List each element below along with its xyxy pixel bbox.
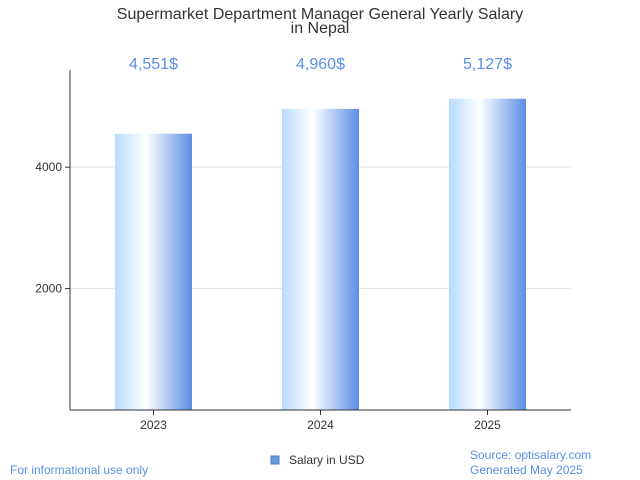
x-axis-ticks: 2023 2024 2025: [140, 410, 501, 432]
generated-date-text: Generated May 2025: [470, 463, 583, 477]
bar-2024[interactable]: [282, 108, 359, 410]
x-tick-label-2025: 2025: [474, 418, 501, 432]
legend-label: Salary in USD: [289, 453, 365, 467]
data-labels: 4,551$ 4,960$ 5,127$: [129, 56, 512, 73]
chart-title-line-2: in Nepal: [291, 20, 350, 37]
chart-title-line-1: Supermarket Department Manager General Y…: [117, 6, 523, 23]
bar-2025[interactable]: [449, 98, 526, 410]
y-tick-label: 2000: [35, 282, 62, 296]
data-label-2023: 4,551$: [129, 56, 178, 73]
bars: [115, 98, 526, 411]
bar-2023[interactable]: [115, 133, 192, 411]
data-label-2024: 4,960$: [296, 56, 345, 73]
x-tick-label-2024: 2024: [307, 418, 334, 432]
source-text: Source: optisalary.com: [470, 448, 591, 462]
legend[interactable]: Salary in USD: [270, 453, 365, 467]
legend-swatch: [270, 455, 280, 465]
data-label-2025: 5,127$: [463, 56, 512, 73]
x-tick-label-2023: 2023: [140, 418, 167, 432]
disclaimer-text: For informational use only: [10, 463, 148, 477]
y-axis-ticks: 2000 4000: [35, 160, 70, 296]
y-tick-label: 4000: [35, 160, 62, 174]
